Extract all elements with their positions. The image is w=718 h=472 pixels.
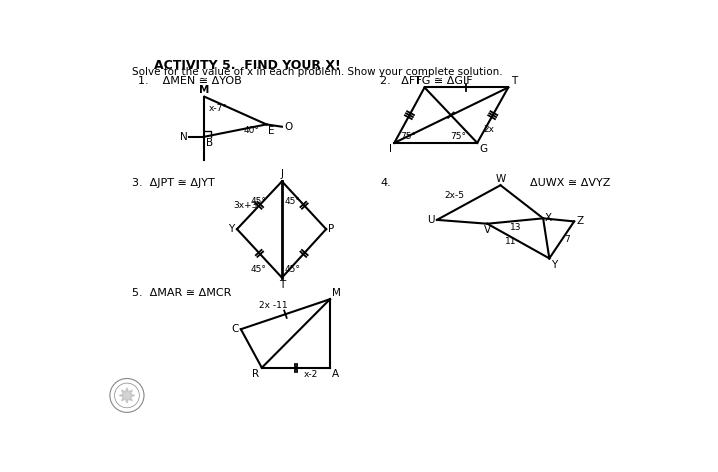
- Text: T: T: [510, 76, 517, 86]
- Text: M: M: [332, 287, 341, 298]
- Text: Y: Y: [228, 224, 235, 234]
- Text: W: W: [495, 174, 505, 184]
- Text: 4.: 4.: [381, 177, 391, 187]
- Text: R: R: [252, 369, 259, 379]
- Text: F: F: [416, 76, 422, 86]
- Text: Solve for the value of x in each problem. Show your complete solution.: Solve for the value of x in each problem…: [132, 67, 503, 77]
- Text: N: N: [180, 132, 187, 142]
- Text: 2x: 2x: [483, 125, 495, 134]
- Text: 75°: 75°: [450, 132, 466, 141]
- Text: 13: 13: [510, 223, 521, 232]
- Text: 3.  ΔJPT ≅ ΔJYT: 3. ΔJPT ≅ ΔJYT: [132, 177, 215, 187]
- Text: 75°: 75°: [401, 132, 416, 141]
- Text: 45°: 45°: [285, 197, 301, 206]
- Text: ΔUWX ≅ ΔVYZ: ΔUWX ≅ ΔVYZ: [530, 177, 610, 187]
- Text: C: C: [231, 324, 238, 334]
- Text: 45°: 45°: [251, 265, 266, 274]
- Text: V: V: [484, 225, 491, 235]
- Text: 2x-5: 2x-5: [445, 191, 465, 200]
- Text: 2.   ΔFTG ≅ ΔGIF: 2. ΔFTG ≅ ΔGIF: [381, 76, 473, 86]
- Text: 45°: 45°: [285, 265, 301, 274]
- Text: I: I: [389, 144, 392, 154]
- Text: G: G: [480, 144, 488, 154]
- Text: 2x -11: 2x -11: [259, 301, 288, 311]
- Text: P: P: [328, 224, 335, 234]
- Text: U: U: [427, 215, 434, 225]
- Text: O: O: [284, 122, 292, 132]
- Text: A: A: [332, 369, 339, 379]
- Text: Z: Z: [577, 217, 584, 227]
- Text: 3x+3: 3x+3: [233, 201, 258, 210]
- Text: X: X: [545, 213, 552, 223]
- Text: 45°: 45°: [251, 197, 266, 206]
- Text: x-2: x-2: [304, 370, 318, 379]
- Text: J: J: [281, 169, 284, 179]
- Polygon shape: [119, 388, 135, 403]
- Text: x-7°: x-7°: [208, 104, 227, 113]
- Text: 40°: 40°: [243, 126, 259, 135]
- Text: E: E: [268, 126, 274, 136]
- Text: ACTIVITY 5.  FIND YOUR X!: ACTIVITY 5. FIND YOUR X!: [154, 59, 341, 72]
- Text: 1.    ΔMEN ≅ ΔYOB: 1. ΔMEN ≅ ΔYOB: [138, 76, 241, 86]
- Text: T: T: [279, 280, 285, 290]
- Text: 7: 7: [564, 236, 570, 244]
- Text: Y: Y: [551, 260, 557, 270]
- Text: 11: 11: [505, 236, 516, 245]
- Text: B: B: [206, 138, 213, 148]
- Text: 5.  ΔMAR ≅ ΔMCR: 5. ΔMAR ≅ ΔMCR: [132, 287, 232, 298]
- Text: M: M: [200, 85, 210, 95]
